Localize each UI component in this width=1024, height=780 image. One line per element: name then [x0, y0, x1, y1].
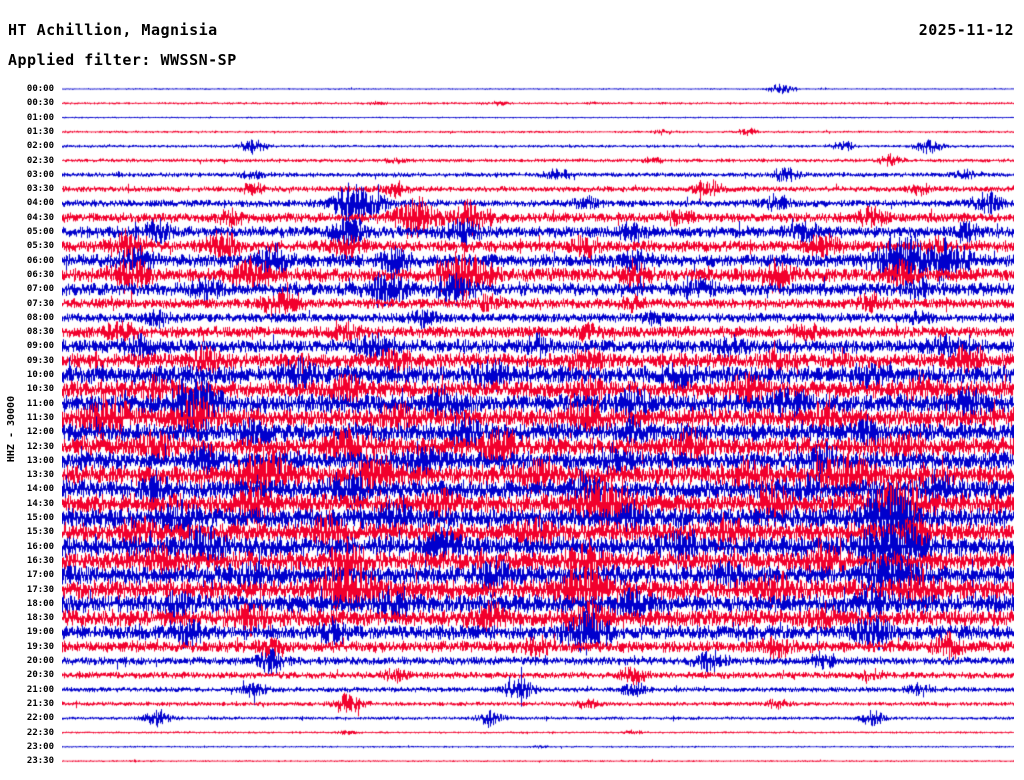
time-label: 19:30 — [26, 641, 54, 652]
time-label: 17:30 — [26, 584, 54, 595]
time-label: 05:00 — [26, 227, 54, 237]
filter-label: Applied filter: WWSSN-SP — [8, 51, 237, 69]
time-label: 11:00 — [26, 398, 54, 409]
time-label: 09:00 — [26, 341, 54, 352]
time-label: 02:00 — [26, 141, 54, 152]
time-label: 00:30 — [26, 98, 54, 109]
date-label: 2025-11-12 — [918, 21, 1014, 39]
time-label: 06:00 — [26, 255, 54, 266]
time-label: 15:30 — [26, 527, 54, 538]
time-label: 05:30 — [26, 241, 54, 252]
time-label: 14:00 — [26, 484, 54, 495]
time-label: 08:00 — [26, 312, 54, 323]
time-label: 16:00 — [26, 541, 54, 552]
helicorder-plot — [62, 82, 1014, 780]
time-label: 18:00 — [26, 598, 54, 609]
station-title: HT Achillion, Magnisia — [8, 21, 218, 39]
time-label: 21:00 — [26, 684, 54, 695]
time-label: 07:30 — [26, 298, 54, 309]
time-label: 07:00 — [26, 284, 54, 295]
time-label: 20:30 — [26, 670, 54, 681]
time-label: 22:00 — [26, 713, 54, 724]
time-label: 02:30 — [26, 155, 54, 166]
time-label: 04:30 — [26, 212, 54, 223]
time-label: 23:00 — [26, 741, 54, 752]
time-label: 06:30 — [26, 269, 54, 280]
time-label: 13:30 — [26, 470, 54, 481]
time-label: 10:00 — [26, 370, 54, 380]
time-label: 00:00 — [26, 84, 54, 94]
time-label: 01:30 — [26, 126, 54, 137]
time-label: 21:30 — [26, 698, 54, 709]
time-label: 18:30 — [26, 613, 54, 624]
time-label: 08:30 — [26, 327, 54, 338]
time-label: 17:00 — [26, 570, 54, 581]
time-label: 09:30 — [26, 355, 54, 366]
time-label: 14:30 — [26, 498, 54, 509]
time-label: 12:30 — [26, 441, 54, 452]
time-label: 23:30 — [26, 756, 54, 767]
time-label: 12:00 — [26, 427, 54, 438]
time-label: 04:00 — [26, 198, 54, 209]
time-label: 19:00 — [26, 627, 54, 638]
seismogram-canvas — [62, 82, 1014, 780]
time-label: 01:00 — [26, 112, 54, 123]
time-label: 03:30 — [26, 184, 54, 195]
time-label: 10:30 — [26, 384, 54, 395]
time-axis: 00:00 00:30 01:00 01:30 02:00 02:30 03:00 03:30… — [0, 82, 58, 780]
time-label: 15:00 — [26, 513, 54, 523]
time-label: 13:00 — [26, 455, 54, 466]
time-label: 11:30 — [26, 412, 54, 423]
time-label: 22:30 — [26, 727, 54, 738]
time-label: 03:00 — [26, 169, 54, 180]
time-label: 20:00 — [26, 656, 54, 666]
time-label: 16:30 — [26, 555, 54, 566]
